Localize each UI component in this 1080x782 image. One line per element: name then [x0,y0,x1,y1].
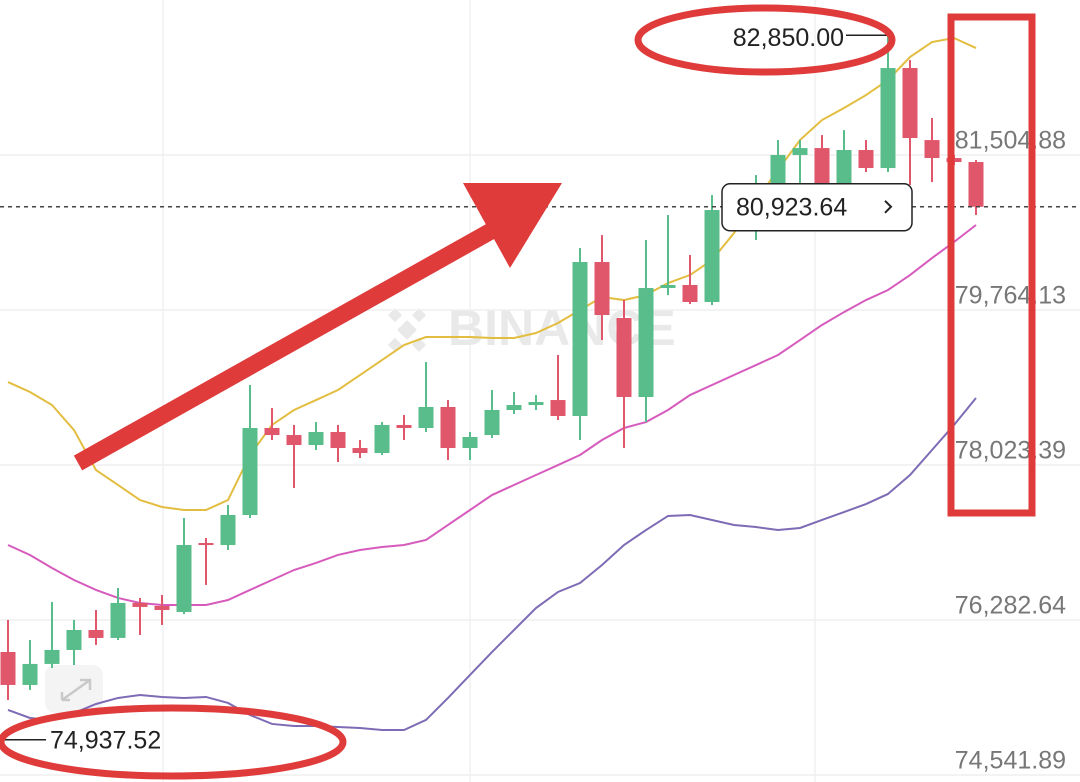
expand-button-bg[interactable] [45,665,103,713]
y-axis: 81,504.88 79,764.13 78,023.39 76,282.64 74,5… [955,127,1066,775]
last-price-label: 80,923.64 [736,193,847,221]
candle-body [924,140,940,159]
last-price-box [721,183,913,232]
candle-body [572,262,588,416]
candle-body [308,432,324,446]
y-tick-label: 76,282.64 [955,592,1066,620]
candle-body [198,543,214,546]
candle-body [154,605,170,610]
candle-body [880,68,896,169]
candle-body [616,318,632,398]
candle-body [660,285,676,289]
y-tick-label: 79,764.13 [955,282,1066,310]
candle-body [484,410,500,436]
candle-body [902,68,918,139]
candle-body [792,148,808,156]
candle-body [594,262,610,316]
indicator-line [7,36,977,511]
candle-body [462,436,478,449]
candle-body [22,663,38,685]
candle-body [66,630,82,650]
candle-body [704,210,720,303]
candle-body [682,285,698,303]
candle-body [968,162,984,207]
y-tick-label: 81,504.88 [955,127,1066,155]
trend-arrow-shaft [73,218,505,471]
candle-body [528,401,544,406]
watermark-logo [387,308,427,352]
candle-body [858,150,874,169]
candle-body [440,406,456,449]
candle-body [418,406,434,428]
candle-body [506,405,522,411]
trend-arrow-head [463,183,562,268]
candle-body [352,448,368,454]
annotation-label: 74,937.52 [50,726,161,754]
expand-button[interactable] [45,665,103,713]
candle-body [220,514,236,545]
y-tick-label: 74,541.89 [955,747,1066,775]
annotation-label: 82,850.00 [733,24,844,52]
candle-body [44,649,60,664]
vertical-grid [162,0,816,782]
candle-body [0,652,16,685]
candle-body [110,602,126,638]
highlight-rect [947,13,1036,517]
last-price-chevron [884,200,893,214]
highlights [0,4,1036,780]
highlight-ellipse [634,4,896,76]
indicator-line [7,397,977,732]
candle-body [242,427,258,515]
candle-body [550,400,566,416]
candle-body [638,288,654,398]
indicator-lines [0,36,1080,776]
candle-body [88,630,104,638]
highlight-ellipse [0,704,347,780]
candle-body [264,427,280,436]
candle-body [132,602,148,607]
candle-body [176,544,192,613]
candle-body [396,424,412,428]
candles [0,35,984,700]
candle-body [374,424,390,454]
candle-body [286,435,302,446]
price-annotations: 80,923.64 82,850.00 74,937.52 [0,24,1080,754]
candle-body [770,155,786,191]
indicator-line [7,224,977,606]
y-tick-label: 78,023.39 [955,437,1066,465]
expand-icon[interactable] [60,678,92,702]
candle-body [330,432,346,449]
